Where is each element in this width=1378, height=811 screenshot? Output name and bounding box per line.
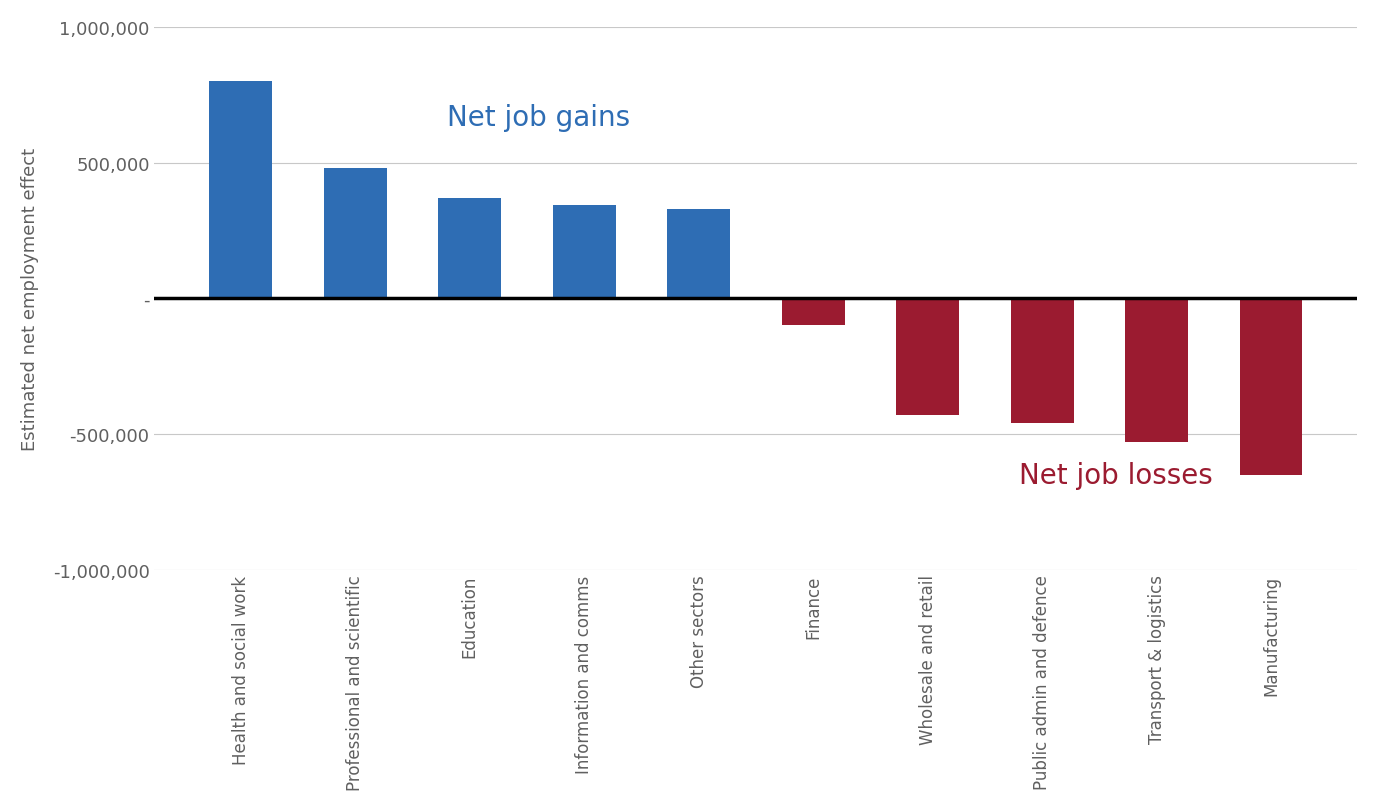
Bar <box>1010 298 1073 423</box>
Bar <box>1124 298 1188 443</box>
Bar <box>553 205 616 298</box>
Bar <box>781 298 845 326</box>
Text: Net job gains: Net job gains <box>446 103 630 131</box>
Bar <box>438 199 502 298</box>
Bar <box>209 82 271 298</box>
Bar <box>667 209 730 298</box>
Bar <box>896 298 959 415</box>
Bar <box>324 169 387 298</box>
Y-axis label: Estimated net employment effect: Estimated net employment effect <box>21 148 39 450</box>
Text: Net job losses: Net job losses <box>1020 461 1213 489</box>
Bar <box>1240 298 1302 475</box>
